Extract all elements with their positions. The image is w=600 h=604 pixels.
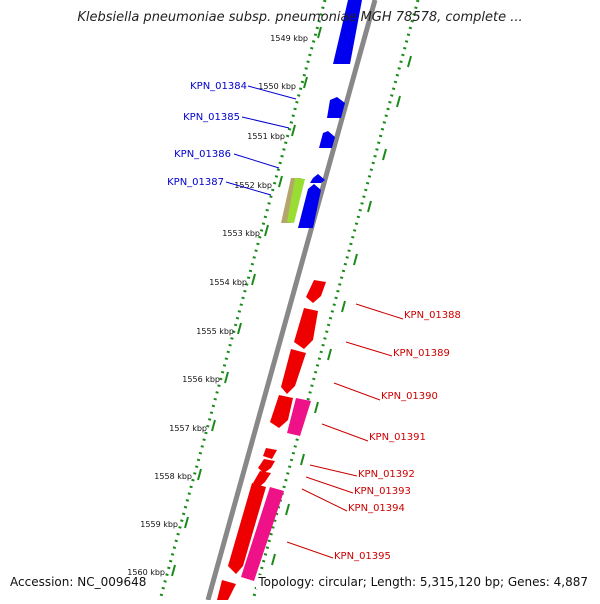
gene-arrow-kpn-01385[interactable]	[327, 97, 345, 118]
tick-label-1557: 1557 kbp	[169, 424, 207, 433]
tick-label-1552: 1552 kbp	[234, 181, 272, 190]
reverse-strand-genes	[217, 280, 326, 600]
gene-arrow-kpn-01393[interactable]	[258, 459, 275, 473]
gene-label-kpn-01391[interactable]: KPN_01391	[369, 432, 426, 443]
kbp-ticks: 1549 kbp 1550 kbp 1551 kbp 1552 kbp 1553…	[127, 26, 412, 577]
gene-label-kpn-01388[interactable]: KPN_01388	[404, 310, 461, 321]
tick-1556: 1556 kbp	[182, 371, 229, 384]
gene-arrow-kpn-01391a[interactable]	[270, 395, 293, 428]
tick-label-1551: 1551 kbp	[247, 132, 285, 141]
gene-labels: KPN_01384 KPN_01385 KPN_01386 KPN_01387 …	[167, 81, 461, 562]
gene-label-kpn-01384[interactable]: KPN_01384	[190, 81, 247, 92]
tick-label-1550: 1550 kbp	[258, 82, 296, 91]
tick-1550: 1550 kbp	[258, 76, 308, 91]
gene-arrow-kpn-01395[interactable]	[228, 483, 266, 574]
gene-arrow-kpn-01394[interactable]	[253, 471, 271, 488]
tick-label-1560: 1560 kbp	[127, 568, 165, 577]
tick-label-1555: 1555 kbp	[196, 327, 234, 336]
gene-arrow-next[interactable]	[217, 580, 236, 600]
pseudogene-kpn-01391[interactable]	[287, 398, 311, 436]
gene-arrow-kpn-01392[interactable]	[263, 448, 277, 459]
tick-label-1549: 1549 kbp	[270, 34, 308, 43]
gene-label-kpn-01394[interactable]: KPN_01394	[348, 503, 405, 514]
tick-1549: 1549 kbp	[270, 26, 322, 43]
gene-label-kpn-01390[interactable]: KPN_01390	[381, 391, 438, 402]
gene-label-kpn-01395[interactable]: KPN_01395	[334, 551, 391, 562]
pseudogene-kpn-01395[interactable]	[241, 487, 284, 581]
gene-arrow-kpn-01388[interactable]	[306, 280, 326, 303]
rna-gene-green[interactable]	[287, 178, 305, 223]
genome-title: Klebsiella pneumoniae subsp. pneumoniae …	[77, 10, 523, 25]
gene-arrow-kpn-01387a[interactable]	[310, 174, 325, 183]
genome-backbone	[205, 0, 378, 601]
tick-1558: 1558 kbp	[154, 468, 202, 481]
tick-label-1553: 1553 kbp	[222, 229, 260, 238]
tick-1551: 1551 kbp	[247, 124, 296, 141]
gene-label-kpn-01385[interactable]: KPN_01385	[183, 112, 240, 123]
tick-label-1556: 1556 kbp	[182, 375, 220, 384]
inner-dotted-track	[158, 0, 327, 601]
tick-1559: 1559 kbp	[140, 516, 189, 529]
tick-1553: 1553 kbp	[222, 224, 269, 238]
tick-1552: 1552 kbp	[234, 175, 283, 190]
tick-1554: 1554 kbp	[209, 273, 256, 287]
gene-arrow-kpn-01384[interactable]	[333, 0, 362, 64]
tick-label-1558: 1558 kbp	[154, 472, 192, 481]
tick-1557: 1557 kbp	[169, 419, 216, 433]
tick-label-1559: 1559 kbp	[140, 520, 178, 529]
gene-label-kpn-01389[interactable]: KPN_01389	[393, 348, 450, 359]
gene-arrow-kpn-01389[interactable]	[294, 308, 318, 349]
topology-summary: Topology: circular; Length: 5,315,120 bp…	[256, 575, 590, 589]
gene-label-leaders	[225, 85, 404, 559]
accession-label: Accession: NC_009648	[8, 575, 149, 589]
gene-label-kpn-01386[interactable]: KPN_01386	[174, 149, 231, 160]
tick-label-1554: 1554 kbp	[209, 278, 247, 287]
gene-label-kpn-01387[interactable]: KPN_01387	[167, 177, 224, 188]
tick-1555: 1555 kbp	[196, 322, 242, 336]
forward-strand-genes	[298, 0, 362, 228]
gene-label-kpn-01393[interactable]: KPN_01393	[354, 486, 411, 497]
gene-label-kpn-01392[interactable]: KPN_01392	[358, 469, 415, 480]
gene-arrow-kpn-01390[interactable]	[281, 349, 306, 394]
gene-arrow-kpn-01387[interactable]	[298, 184, 321, 228]
gene-arrow-kpn-01386[interactable]	[319, 131, 335, 148]
tick-1560: 1560 kbp	[127, 564, 176, 577]
